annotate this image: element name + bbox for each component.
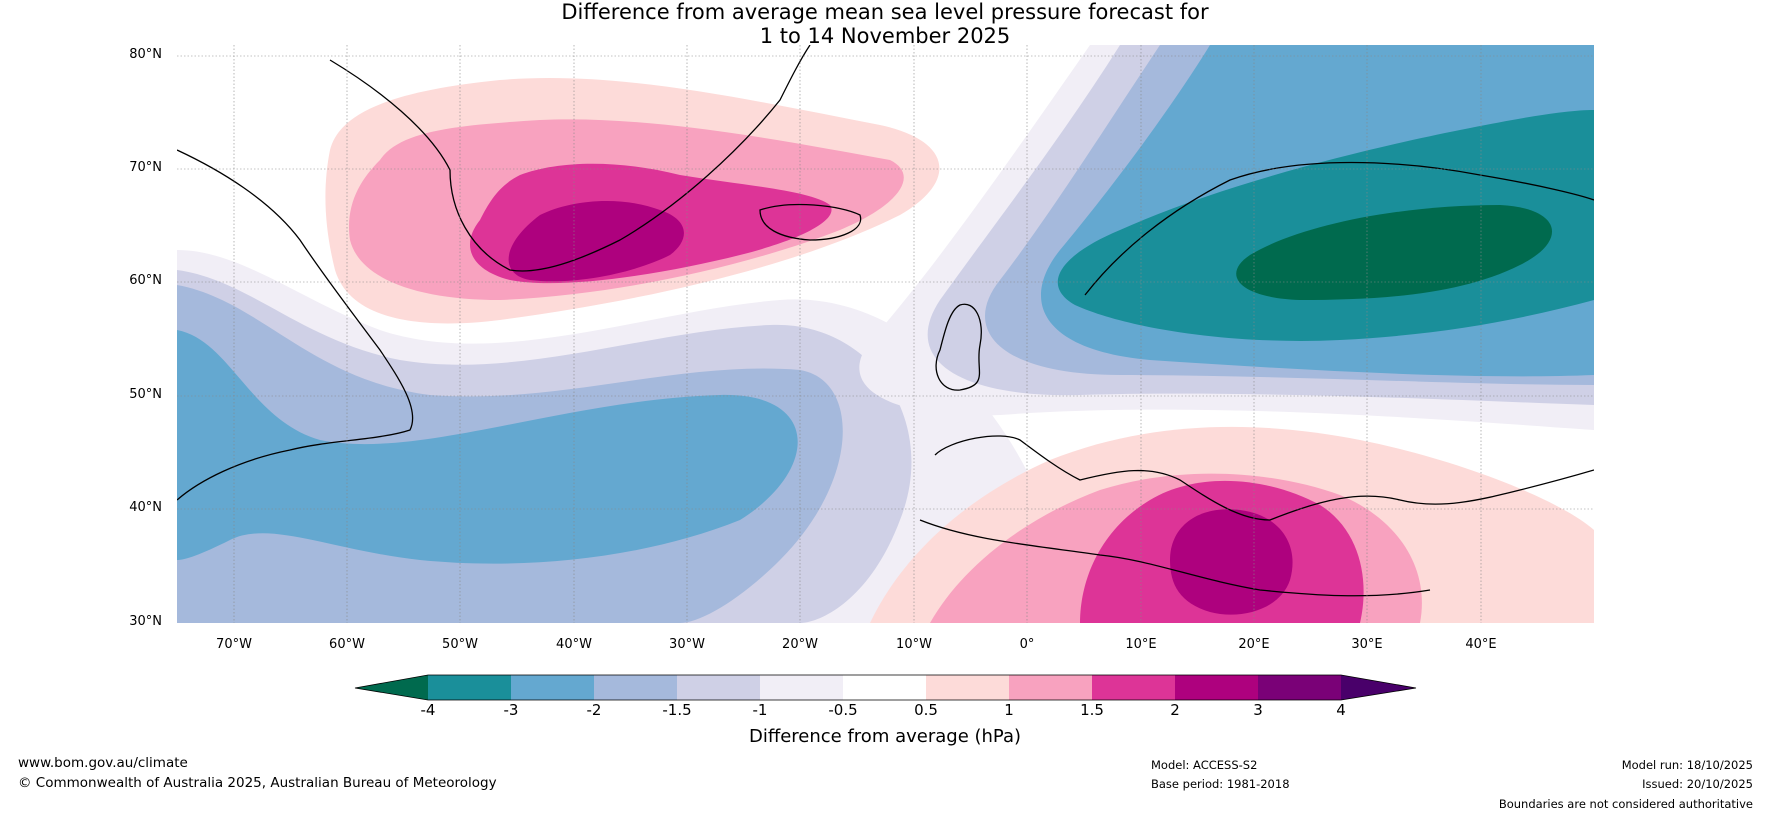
colorbar-title: Difference from average (hPa) — [748, 726, 1022, 747]
lon-label-10e: 10°E — [1125, 637, 1157, 652]
model-text: Model: ACCESS-S2 — [1151, 758, 1258, 772]
lon-label-30e: 30°E — [1351, 637, 1383, 652]
lon-label-40e: 40°E — [1465, 637, 1497, 652]
pos-contour-2-med — [1170, 509, 1293, 615]
colorbar-extend-low — [355, 675, 428, 700]
lat-label-60n: 60°N — [129, 273, 162, 288]
colorbar-tick-label: -3 — [503, 701, 519, 719]
lat-label-70n: 70°N — [129, 160, 162, 175]
colorbar-outline — [354, 674, 1417, 701]
issued-text: Issued: 20/10/2025 — [1642, 777, 1753, 791]
website-link[interactable]: www.bom.gov.au/climate — [18, 755, 188, 771]
colorbar-bin-8 — [1009, 675, 1092, 700]
lat-label-40n: 40°N — [129, 500, 162, 515]
chart-title: Difference from average mean sea level p… — [0, 0, 1770, 48]
lon-label-40w: 40°W — [556, 637, 592, 652]
greenland-coast — [329, 45, 811, 272]
lon-label-30w: 30°W — [669, 637, 705, 652]
lat-label-30n: 30°N — [129, 614, 162, 629]
colorbar-bin-11 — [1258, 675, 1341, 700]
lon-label-20e: 20°E — [1238, 637, 1270, 652]
colorbar-tick-label: -2 — [586, 701, 602, 719]
colorbar — [354, 674, 1417, 701]
europe-coast — [934, 435, 1594, 521]
lon-label-60w: 60°W — [329, 637, 365, 652]
colorbar-bin-4 — [677, 675, 760, 700]
colorbar-tick-label: 0.5 — [914, 701, 938, 719]
title-line-1: Difference from average mean sea level p… — [561, 0, 1209, 24]
title-line-2: 1 to 14 November 2025 — [759, 24, 1011, 48]
africa-coast — [919, 519, 1431, 597]
colorbar-bin-6 — [843, 675, 926, 700]
colorbar-tick-label: 3 — [1253, 701, 1263, 719]
colorbar-bin-3 — [594, 675, 677, 700]
colorbar-tick-label: -4 — [420, 701, 436, 719]
colorbar-tick-label: 1 — [1004, 701, 1014, 719]
coastlines — [177, 45, 1594, 597]
graticule — [177, 45, 1594, 623]
disclaimer-text: Boundaries are not considered authoritat… — [1498, 797, 1753, 811]
neg-contour-3-west — [177, 330, 798, 564]
colorbar-bin-5 — [760, 675, 843, 700]
lon-label-20w: 20°W — [782, 637, 818, 652]
lon-label-50w: 50°W — [442, 637, 478, 652]
colorbar-tick-label: -1 — [752, 701, 768, 719]
map-field — [177, 45, 1594, 623]
copyright-text: © Commonwealth of Australia 2025, Austra… — [18, 775, 497, 791]
british-isles-coast — [935, 303, 982, 391]
colorbar-tick-label: 2 — [1170, 701, 1180, 719]
colorbar-bin-9 — [1092, 675, 1175, 700]
base-period-text: Base period: 1981-2018 — [1151, 777, 1290, 791]
neg-contour-north-below-4 — [1236, 205, 1553, 300]
lat-label-80n: 80°N — [129, 47, 162, 62]
pos-contour-2-greenland — [508, 200, 684, 282]
colorbar-tick-label: 1.5 — [1080, 701, 1104, 719]
colorbar-bin-2 — [511, 675, 594, 700]
colorbar-tick-label: 4 — [1336, 701, 1346, 719]
colorbar-bin-1 — [428, 675, 511, 700]
lon-label-10w: 10°W — [896, 637, 932, 652]
colorbar-extend-high — [1341, 675, 1416, 700]
colorbar-tick-label: -1.5 — [662, 701, 692, 719]
iceland-coast — [759, 203, 862, 241]
lon-label-70w: 70°W — [216, 637, 252, 652]
colorbar-tick-label: -0.5 — [828, 701, 858, 719]
colorbar-bin-7 — [926, 675, 1009, 700]
colorbar-bin-10 — [1175, 675, 1258, 700]
model-run-text: Model run: 18/10/2025 — [1621, 758, 1753, 772]
canada-coast — [177, 149, 414, 501]
lon-label-0: 0° — [1019, 637, 1035, 652]
lat-label-50n: 50°N — [129, 387, 162, 402]
scandinavia-coast — [1084, 161, 1594, 296]
